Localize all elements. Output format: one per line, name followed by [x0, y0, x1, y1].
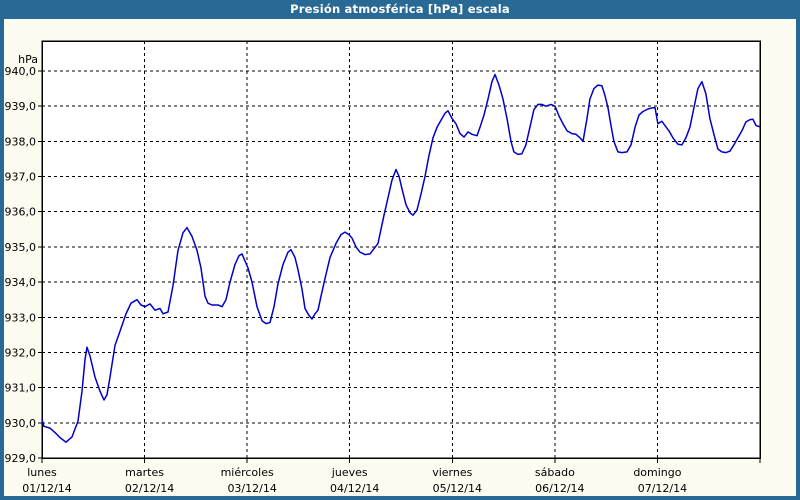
x-date-label: 02/12/14 [125, 482, 174, 495]
y-tick-label: 929,0 [5, 452, 37, 465]
y-tick-label: 930,0 [5, 417, 37, 430]
y-tick-label: 932,0 [5, 346, 37, 359]
y-axis-unit-label: hPa [18, 53, 38, 66]
y-tick-label: 935,0 [5, 241, 37, 254]
pressure-line [41, 73, 760, 443]
y-tick-label: 940,0 [5, 65, 37, 78]
x-date-label: 03/12/14 [227, 482, 276, 495]
x-day-label: viernes [432, 466, 472, 479]
window-title: Presión atmosférica [hPa] escala [0, 0, 800, 19]
x-day-label: jueves [331, 466, 368, 479]
x-day-label: martes [125, 466, 164, 479]
x-day-label: lunes [27, 466, 57, 479]
chart-container: hPa 940,0 939,0 938,0 937,0 936,0 935,0 934,0 93… [4, 19, 796, 496]
x-date-label: 04/12/14 [330, 482, 379, 495]
y-tick-label: 938,0 [5, 135, 37, 148]
x-day-label: sábado [535, 466, 575, 479]
x-day-label: domingo [633, 466, 681, 479]
x-day-label: miércoles [221, 466, 274, 479]
plot-area [41, 40, 761, 459]
y-tick-label: 931,0 [5, 382, 37, 395]
y-tick-label: 936,0 [5, 206, 37, 219]
y-tick-label: 933,0 [5, 311, 37, 324]
x-date-label: 06/12/14 [535, 482, 584, 495]
x-date-label: 05/12/14 [433, 482, 482, 495]
y-tick-label: 934,0 [5, 276, 37, 289]
x-date-label: 07/12/14 [638, 482, 687, 495]
y-tick-label: 937,0 [5, 171, 37, 184]
y-tick-label: 939,0 [5, 100, 37, 113]
x-date-label: 01/12/14 [22, 482, 71, 495]
